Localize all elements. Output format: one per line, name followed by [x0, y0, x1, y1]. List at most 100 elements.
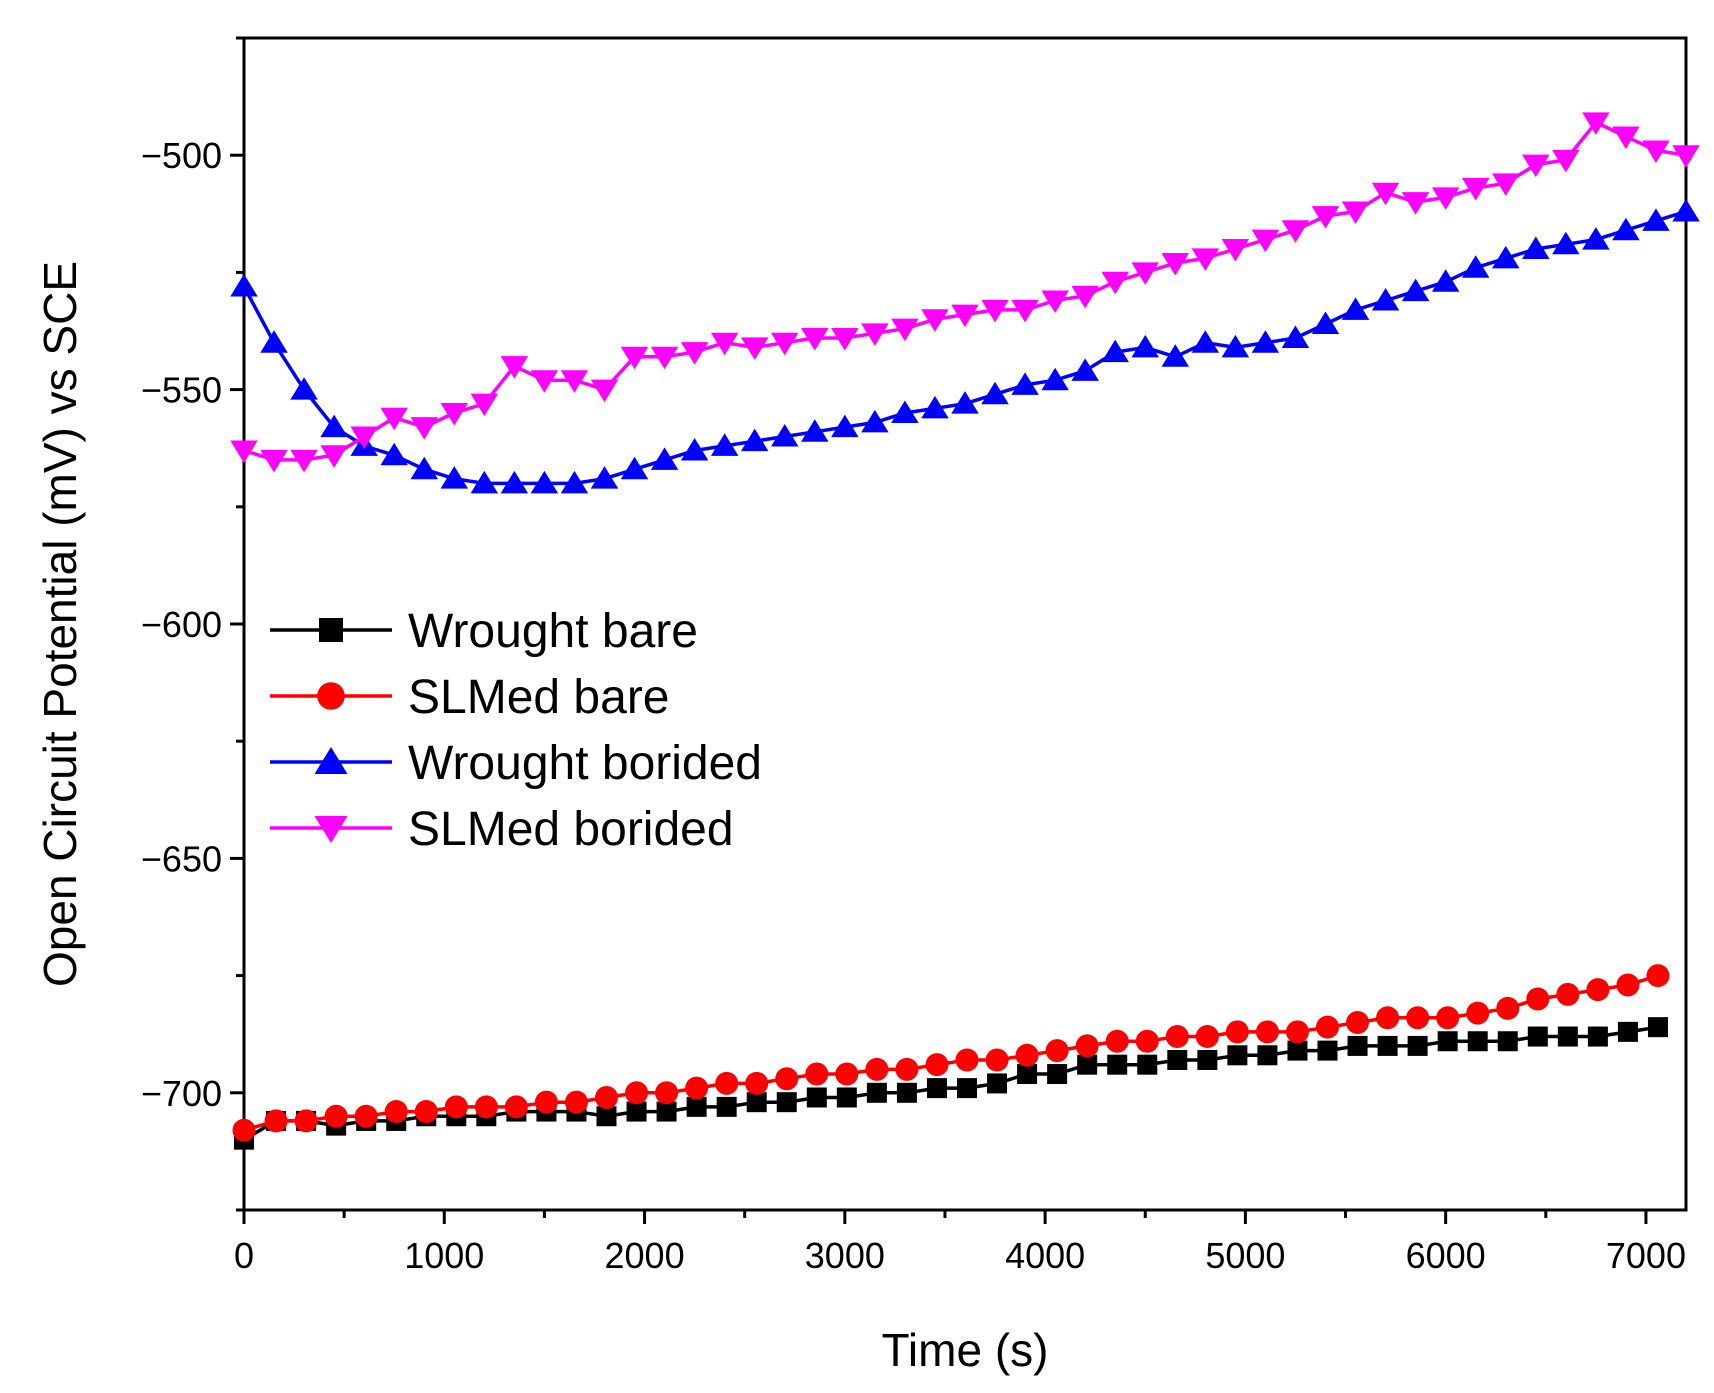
- slmed-bare-point: [1646, 964, 1670, 988]
- wrought-borided-point: [1251, 330, 1280, 353]
- slmed-bare-point: [745, 1071, 769, 1095]
- wrought-borided-point: [560, 470, 589, 494]
- slmed-borided-point: [290, 449, 318, 473]
- slmed-borided-point: [1221, 238, 1250, 262]
- slmed-bare-point: [655, 1081, 679, 1105]
- slmed-bare-point: [414, 1100, 438, 1124]
- slmed-borided-point: [620, 346, 649, 370]
- slmed-borided-point: [680, 342, 709, 365]
- slmed-bare-point: [1105, 1029, 1129, 1053]
- slmed-borided-point: [1612, 126, 1640, 149]
- series-slmed-borided: [230, 112, 1700, 473]
- y-tick-label: −550: [141, 370, 222, 411]
- wrought-borided-point: [620, 456, 649, 480]
- wrought-borided-point: [1371, 288, 1400, 311]
- wrought-bare-point: [1437, 1031, 1458, 1052]
- legend-label: SLMed borided: [408, 803, 734, 856]
- legend-label: SLMed bare: [408, 671, 670, 724]
- slmed-borided-point: [380, 407, 408, 431]
- wrought-bare-point: [1617, 1021, 1638, 1042]
- slmed-borided-point: [1431, 187, 1460, 210]
- x-tick-label: 0: [234, 1235, 254, 1276]
- slmed-bare-point: [955, 1048, 979, 1072]
- slmed-bare-point: [534, 1090, 558, 1114]
- slmed-bare-point: [564, 1090, 588, 1114]
- series-wrought-borided: [230, 198, 1700, 494]
- slmed-borided-point: [891, 318, 919, 342]
- slmed-bare-point: [715, 1071, 739, 1095]
- wrought-borided-point: [771, 423, 799, 447]
- wrought-borided-point: [861, 409, 889, 433]
- slmed-bare-point: [1225, 1020, 1249, 1044]
- wrought-bare-point: [1257, 1045, 1278, 1066]
- wrought-bare-point: [1467, 1031, 1488, 1052]
- slmed-borided-point: [1251, 229, 1280, 253]
- slmed-bare-point: [895, 1057, 919, 1081]
- slmed-bare-point: [1165, 1025, 1189, 1049]
- wrought-borided-point: [1221, 334, 1250, 358]
- wrought-bare-point: [1407, 1035, 1428, 1056]
- y-axis-ticks: −500 −550 −600 −650 −700: [141, 36, 244, 1212]
- wrought-borided-point: [710, 433, 739, 456]
- slmed-borided-point: [1642, 140, 1670, 164]
- wrought-borided-point: [921, 395, 949, 419]
- wrought-borided-point: [1522, 236, 1550, 259]
- slmed-borided-point: [1401, 192, 1430, 215]
- wrought-borided-point: [1161, 344, 1190, 367]
- wrought-bare-point: [626, 1101, 647, 1122]
- slmed-bare-point: [504, 1095, 528, 1119]
- x-tick-label: 6000: [1406, 1235, 1486, 1276]
- wrought-borided-point: [1401, 278, 1430, 302]
- x-tick-label: 1000: [404, 1235, 484, 1276]
- slmed-bare-point: [1135, 1029, 1159, 1053]
- wrought-borided-point: [981, 381, 1009, 405]
- wrought-bare-point: [866, 1082, 887, 1103]
- x-tick-label: 3000: [805, 1235, 885, 1276]
- slmed-borided-point: [410, 417, 438, 440]
- slmed-borided-point: [801, 328, 829, 351]
- slmed-bare-point: [1255, 1020, 1279, 1044]
- slmed-borided-point: [1552, 149, 1580, 173]
- wrought-bare-point: [1497, 1031, 1518, 1052]
- slmed-bare-point: [835, 1062, 859, 1086]
- slmed-bare-point: [232, 1118, 256, 1142]
- x-tick-label: 2000: [605, 1235, 685, 1276]
- wrought-borided-point: [1101, 339, 1129, 363]
- slmed-borided-point: [710, 332, 739, 356]
- wrought-borided-point: [590, 466, 619, 489]
- wrought-borided-point: [1552, 231, 1580, 255]
- slmed-borided-point: [1492, 173, 1520, 196]
- legend-item-wrought-bare: Wrought bare: [270, 605, 698, 658]
- wrought-borided-point: [230, 273, 258, 297]
- slmed-bare-point: [985, 1048, 1009, 1072]
- slmed-borided-point: [1191, 248, 1220, 271]
- slmed-bare-point: [1015, 1043, 1039, 1067]
- wrought-borided-point: [1612, 217, 1640, 241]
- wrought-borided-point: [470, 470, 499, 494]
- wrought-borided-point: [1672, 198, 1700, 222]
- wrought-borided-point: [1461, 255, 1490, 278]
- slmed-borided-point: [230, 440, 258, 464]
- wrought-bare-point: [746, 1092, 767, 1113]
- wrought-bare-point: [596, 1106, 617, 1127]
- slmed-bare-point: [685, 1076, 709, 1100]
- wrought-bare-point: [716, 1096, 737, 1117]
- series-wrought-bare: [234, 1017, 1668, 1150]
- wrought-bare-point: [1077, 1054, 1098, 1075]
- legend-label: Wrought borided: [408, 737, 762, 790]
- slmed-bare-point: [1285, 1020, 1309, 1044]
- legend-swatch-marker: [319, 618, 343, 642]
- legend-label: Wrought bare: [408, 605, 698, 658]
- slmed-borided-point: [1582, 112, 1610, 135]
- wrought-borided-point: [290, 377, 318, 400]
- slmed-bare-point: [354, 1104, 378, 1128]
- slmed-bare-point: [805, 1062, 829, 1086]
- slmed-borided-point: [951, 304, 979, 328]
- slmed-bare-point: [294, 1109, 318, 1133]
- legend-item-slmed-bare: SLMed bare: [270, 671, 670, 724]
- slmed-borided-point: [1461, 178, 1490, 201]
- wrought-borided-point: [1642, 208, 1670, 231]
- slmed-borided-point: [861, 323, 889, 346]
- slmed-bare-point: [474, 1095, 498, 1119]
